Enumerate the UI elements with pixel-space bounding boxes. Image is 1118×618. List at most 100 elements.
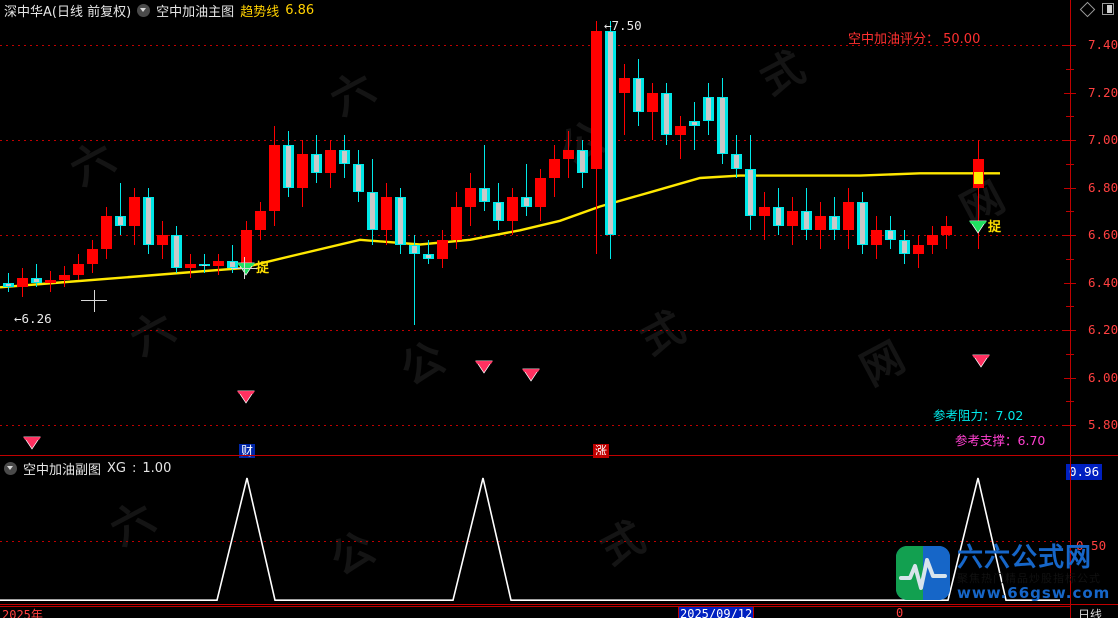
candlestick[interactable] (674, 0, 686, 455)
price-axis-tick (1064, 235, 1076, 236)
candlestick[interactable] (198, 0, 210, 455)
candlestick[interactable] (16, 0, 28, 455)
stock-title[interactable]: 深中华A(日线 前复权) (4, 4, 132, 20)
candlestick[interactable] (940, 0, 952, 455)
candlestick[interactable] (562, 0, 574, 455)
candlestick[interactable] (226, 0, 238, 455)
candlestick[interactable] (912, 0, 924, 455)
green-gem-marker[interactable] (234, 259, 258, 277)
badge-zhang[interactable]: 涨 (593, 444, 610, 458)
red-gem-marker[interactable] (472, 357, 496, 375)
candlestick[interactable] (828, 0, 840, 455)
candlestick[interactable] (422, 0, 434, 455)
red-gem-marker[interactable] (20, 433, 44, 451)
indicator-name[interactable]: 空中加油主图 (156, 4, 235, 20)
candlestick[interactable] (972, 0, 984, 455)
candlestick[interactable] (310, 0, 322, 455)
candlestick[interactable] (184, 0, 196, 455)
candlestick[interactable] (772, 0, 784, 455)
candlestick[interactable] (576, 0, 588, 455)
candlestick-core (565, 150, 571, 158)
candlestick[interactable] (100, 0, 112, 455)
candlestick[interactable] (926, 0, 938, 455)
candlestick[interactable] (548, 0, 560, 455)
time-axis-selected-label[interactable]: 2025/09/12 (678, 606, 755, 618)
candlestick[interactable] (898, 0, 910, 455)
candlestick[interactable] (394, 0, 406, 455)
candlestick[interactable] (506, 0, 518, 455)
candlestick[interactable] (212, 0, 224, 455)
candlestick[interactable] (296, 0, 308, 455)
badge-cai[interactable]: 财 (239, 444, 256, 458)
candlestick[interactable] (800, 0, 812, 455)
candlestick[interactable] (590, 0, 602, 455)
candlestick-core (649, 93, 655, 111)
candlestick[interactable] (870, 0, 882, 455)
diamond-outline-icon[interactable] (1079, 1, 1096, 17)
chevron-down-circle-icon[interactable] (4, 461, 17, 475)
candlestick[interactable] (44, 0, 56, 455)
candlestick[interactable] (464, 0, 476, 455)
candlestick[interactable] (534, 0, 546, 455)
candlestick-core (789, 212, 795, 225)
candlestick-core (691, 122, 697, 125)
candlestick[interactable] (156, 0, 168, 455)
candlestick-core (621, 79, 627, 92)
candlestick-core (117, 217, 123, 225)
candlestick[interactable] (814, 0, 826, 455)
candlestick[interactable] (436, 0, 448, 455)
sub-value-label: XG (107, 460, 126, 476)
candlestick[interactable] (128, 0, 140, 455)
candlestick[interactable] (884, 0, 896, 455)
candlestick[interactable] (114, 0, 126, 455)
candlestick[interactable] (86, 0, 98, 455)
candlestick[interactable] (30, 0, 42, 455)
candlestick[interactable] (604, 0, 616, 455)
candlestick[interactable] (268, 0, 280, 455)
candlestick[interactable] (282, 0, 294, 455)
candlestick[interactable] (618, 0, 630, 455)
candlestick[interactable] (492, 0, 504, 455)
candlestick[interactable] (688, 0, 700, 455)
candlestick[interactable] (72, 0, 84, 455)
candlestick[interactable] (366, 0, 378, 455)
candlestick[interactable] (408, 0, 420, 455)
green-gem-marker[interactable] (966, 217, 990, 235)
red-gem-marker[interactable] (519, 365, 543, 383)
candlestick-core (467, 188, 473, 206)
chevron-down-circle-icon[interactable] (137, 3, 151, 17)
candlestick[interactable] (380, 0, 392, 455)
candlestick[interactable] (660, 0, 672, 455)
candlestick[interactable] (254, 0, 266, 455)
sub-chart-pane[interactable]: 空中加油副图 XG : 1.00 0.96 0.50 (0, 456, 1118, 618)
red-gem-marker[interactable] (969, 351, 993, 369)
reference-support: 参考支撑：6.70 (955, 433, 1046, 448)
main-chart-pane[interactable]: 深中华A(日线 前复权) 空中加油主图 趋势线 6.86 空中加油评分： 50.… (0, 0, 1118, 458)
period-label[interactable]: 日线 (1078, 608, 1103, 618)
candlestick[interactable] (324, 0, 336, 455)
candlestick[interactable] (338, 0, 350, 455)
candlestick[interactable] (352, 0, 364, 455)
candlestick[interactable] (170, 0, 182, 455)
candlestick[interactable] (716, 0, 728, 455)
top-right-icons[interactable] (1079, 1, 1114, 17)
candlestick[interactable] (744, 0, 756, 455)
candlestick[interactable] (520, 0, 532, 455)
candlestick-core (369, 193, 375, 230)
candlestick[interactable] (856, 0, 868, 455)
candlestick[interactable] (758, 0, 770, 455)
candlestick[interactable] (58, 0, 70, 455)
candlestick[interactable] (730, 0, 742, 455)
candlestick[interactable] (2, 0, 14, 455)
candlestick[interactable] (142, 0, 154, 455)
half-square-icon[interactable] (1102, 3, 1114, 15)
candlestick[interactable] (842, 0, 854, 455)
candlestick[interactable] (702, 0, 714, 455)
candlestick[interactable] (478, 0, 490, 455)
sub-indicator-name[interactable]: 空中加油副图 (23, 462, 102, 478)
candlestick[interactable] (646, 0, 658, 455)
candlestick[interactable] (450, 0, 462, 455)
red-gem-marker[interactable] (234, 387, 258, 405)
candlestick[interactable] (786, 0, 798, 455)
candlestick[interactable] (632, 0, 644, 455)
